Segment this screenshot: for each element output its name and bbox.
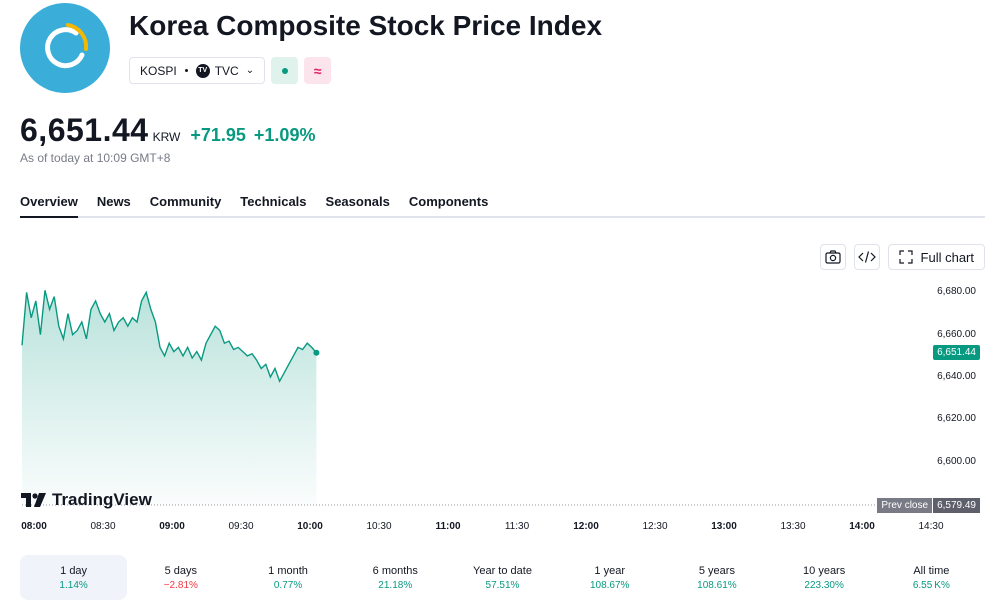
y-tick-label: 6,680.00 [937,286,976,298]
price-chart[interactable] [0,270,1000,510]
x-tick-label: 13:00 [711,521,737,532]
period-label: 1 year [594,564,625,577]
symbol-chips: KOSPI TV TVC ⌄ ≈ [129,57,332,84]
last-price-tag: 6,651.44 [933,345,980,360]
prev-close-tag: Prev close 6,579.49 [877,498,980,513]
quote-row: 6,651.44 KRW +71.95 +1.09% [20,112,315,149]
tab-components[interactable]: Components [408,194,489,209]
as-of-timestamp: As of today at 10:09 GMT+8 [20,151,171,165]
prev-close-label: Prev close [877,498,933,513]
currency-label: KRW [152,130,181,144]
x-tick-label: 12:30 [642,521,668,532]
x-tick-label: 09:30 [228,521,254,532]
period-5-days[interactable]: 5 days −2.81% [127,555,234,600]
x-tick-label: 13:30 [780,521,806,532]
last-price: 6,651.44 [20,112,149,148]
last-price-dot [313,349,320,356]
period-1-year[interactable]: 1 year 108.67% [556,555,663,600]
y-tick-label: 6,600.00 [937,455,976,467]
period-label: All time [913,564,950,577]
period-1-day[interactable]: 1 day 1.14% [20,555,128,600]
code-icon[interactable] [853,244,880,270]
full-chart-button[interactable]: Full chart [887,244,985,270]
period-label: 5 years [698,564,735,577]
period-1-month[interactable]: 1 month 0.77% [234,555,341,600]
x-tick-label: 14:30 [918,521,944,532]
x-tick-label: 12:00 [573,521,599,532]
x-tick-label: 08:00 [21,521,47,532]
period-change: 1.14% [59,579,88,591]
period-10-years[interactable]: 10 years 223.30% [771,555,878,600]
exchange-label: TVC [214,63,239,78]
period-label: Year to date [473,564,532,577]
period-change: 108.61% [697,579,737,591]
chevron-down-icon: ⌄ [245,65,255,76]
period-change: 223.30% [804,579,844,591]
separator-dot [184,69,188,72]
tab-overview[interactable]: Overview [20,194,78,218]
expand-icon [898,250,913,264]
period-year-to-date[interactable]: Year to date 57.51% [449,555,556,600]
period-label: 6 months [372,564,418,577]
period-label: 10 years [803,564,846,577]
full-chart-label: Full chart [920,249,974,265]
wave-icon[interactable]: ≈ [304,57,332,84]
period-change: −2.81% [163,579,198,591]
market-status-button[interactable] [271,57,299,84]
tradingview-badge-icon: TV [195,63,210,78]
period-label: 1 month [268,564,308,577]
exchange-selector[interactable]: KOSPI TV TVC ⌄ [129,57,266,84]
x-tick-label: 09:00 [159,521,185,532]
tab-technicals[interactable]: Technicals [240,194,307,209]
tab-news[interactable]: News [96,194,131,209]
x-tick-label: 08:30 [90,521,116,532]
price-area [22,290,317,505]
y-tick-label: 6,640.00 [937,371,976,382]
page-title: Korea Composite Stock Price Index [129,10,603,41]
period-6-months[interactable]: 6 months 21.18% [342,555,449,600]
x-tick-label: 10:30 [366,521,392,532]
period-selector: 1 day 1.14% 5 days −2.81% 1 month 0.77% 6 mont… [20,555,985,600]
period-all-time[interactable]: All time 6.55 K% [878,555,985,600]
tradingview-logo[interactable]: TradingView [21,490,152,510]
price-change-percent: +1.09% [253,125,316,145]
tab-community[interactable]: Community [149,194,222,209]
korea-exchange-logo-icon [20,3,110,93]
period-change: 21.18% [378,579,413,591]
price-change: +71.95 [190,125,246,145]
y-tick-label: 6,660.00 [937,328,976,340]
period-label: 5 days [164,564,198,577]
x-tick-label: 14:00 [849,521,875,532]
tradingview-wordmark: TradingView [52,490,152,509]
period-change: 6.55 K% [912,579,950,591]
price-line [21,290,317,383]
camera-icon[interactable] [819,244,846,270]
x-tick-label: 11:30 [504,521,530,532]
tab-seasonals[interactable]: Seasonals [325,194,390,209]
symbol-label: KOSPI [140,63,177,78]
period-5-years[interactable]: 5 years 108.61% [663,555,770,600]
market-open-dot-icon [281,67,288,74]
period-change: 0.77% [273,579,303,591]
prev-close-value: 6,579.49 [933,498,980,513]
x-tick-label: 11:00 [435,521,461,532]
chart-toolbar: Full chart [819,244,985,270]
y-tick-label: 6,620.00 [937,413,976,425]
x-tick-label: 10:00 [297,521,323,532]
period-change: 57.51% [485,579,520,591]
period-change: 108.67% [589,579,630,591]
tradingview-mark-icon [21,493,46,507]
period-label: 1 day [60,564,88,577]
tab-bar: Overview News Community Technicals Seaso… [20,194,985,218]
